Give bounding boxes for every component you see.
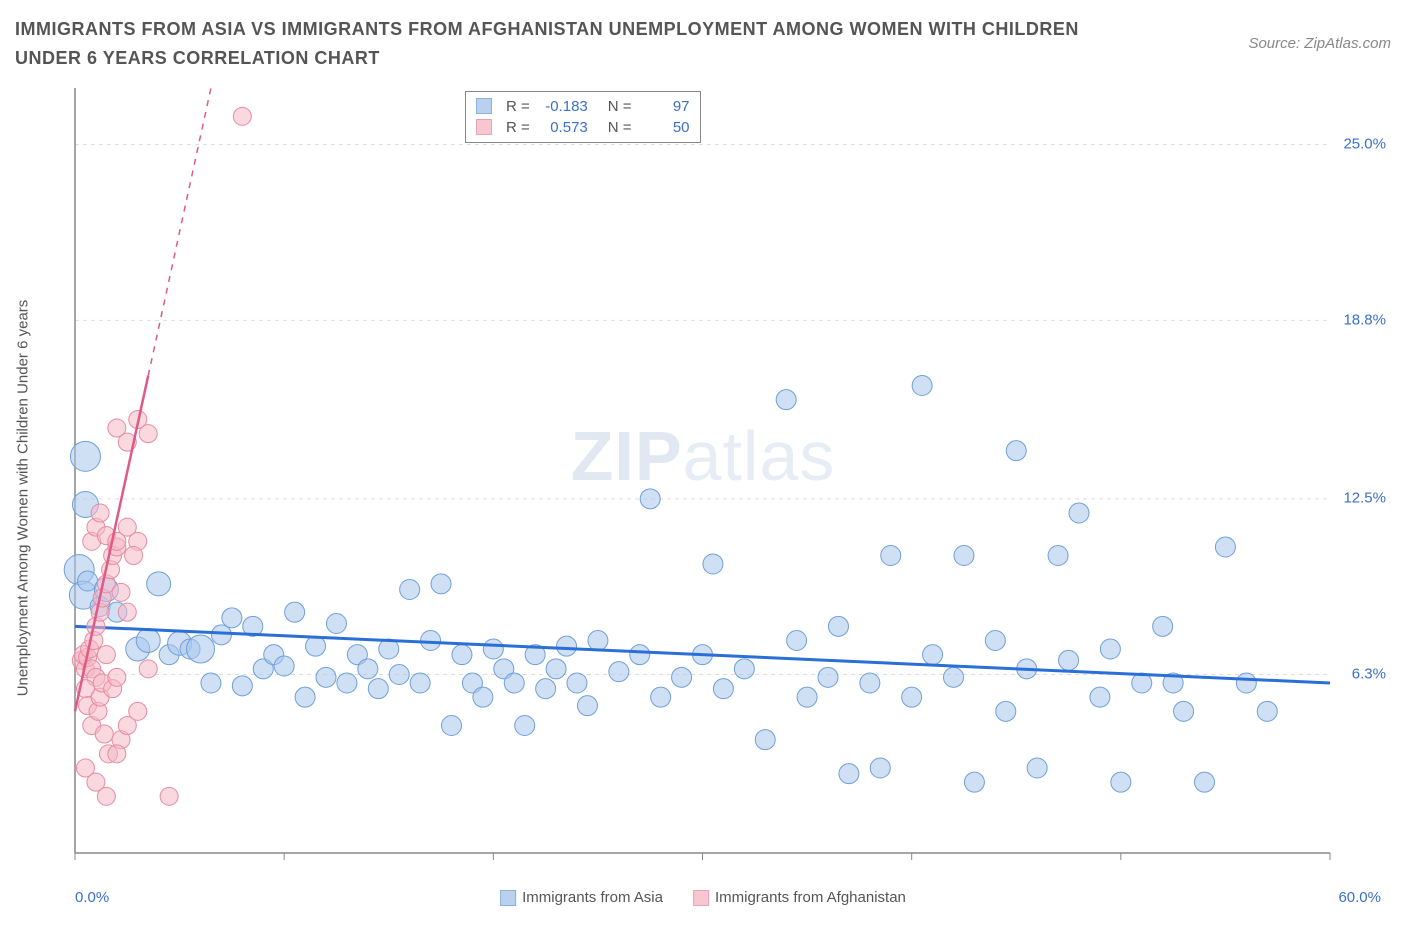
source-label: Source: ZipAtlas.com [1248,35,1391,52]
chart-title: IMMIGRANTS FROM ASIA VS IMMIGRANTS FROM … [15,15,1115,73]
y-tick-label: 12.5% [1343,490,1386,507]
y-tick-label: 18.8% [1343,311,1386,328]
y-tick-label: 6.3% [1352,666,1386,683]
x-min-label: 0.0% [75,889,109,906]
stats-row: R =-0.183N =97 [476,96,690,117]
x-axis-legend: 0.0% Immigrants from Asia Immigrants from… [15,883,1391,913]
x-max-label: 60.0% [1338,889,1381,906]
y-tick-label: 25.0% [1343,136,1386,153]
y-axis-label: Unemployment Among Women with Children U… [15,299,32,696]
stats-row: R =0.573N =50 [476,117,690,138]
stats-legend: R =-0.183N =97R =0.573N =50 [465,91,701,143]
series-legend-item: Immigrants from Asia [500,889,663,906]
scatter-chart [15,83,1391,913]
series-legend-item: Immigrants from Afghanistan [693,889,906,906]
chart-container: Unemployment Among Women with Children U… [15,83,1391,913]
